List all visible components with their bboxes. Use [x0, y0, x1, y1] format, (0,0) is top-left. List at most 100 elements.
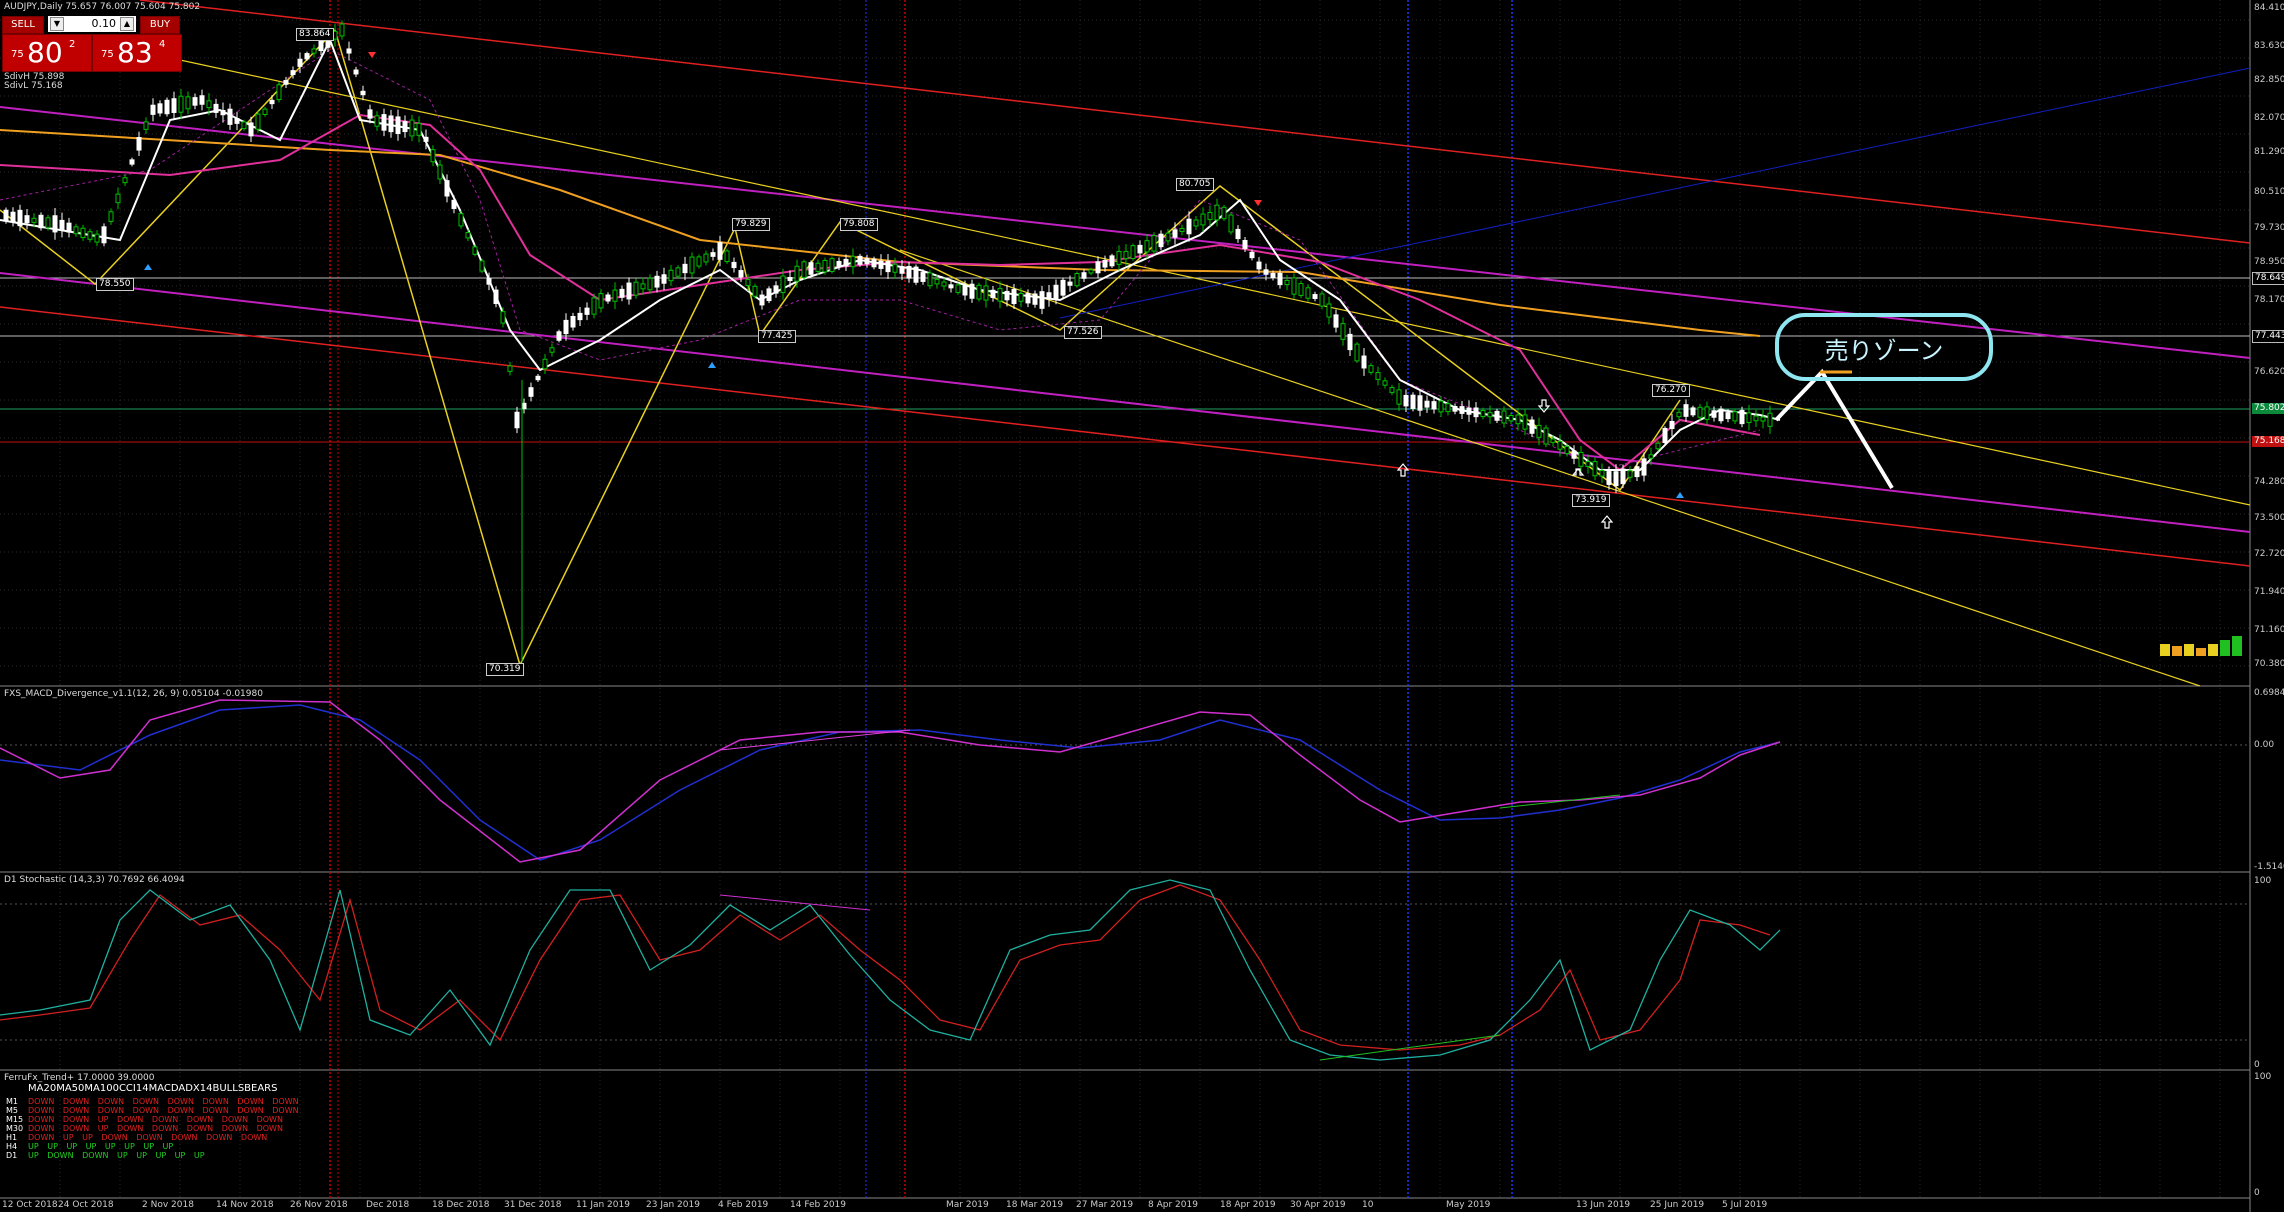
candle-body — [304, 53, 310, 60]
current-price-tag: 75.802 — [2252, 403, 2284, 414]
candle-body — [598, 293, 604, 309]
candle-body — [164, 99, 170, 115]
candle-body — [1235, 228, 1241, 240]
candle-body — [1214, 204, 1220, 221]
candle-body — [1683, 404, 1689, 417]
candle-body — [1305, 287, 1311, 299]
swing-label: 79.829 — [732, 218, 770, 231]
candle-body — [1179, 227, 1185, 233]
candle-body — [1228, 214, 1234, 233]
candle-body — [1018, 292, 1024, 302]
buy-price-prefix: 75 — [101, 49, 114, 60]
lot-decrease-icon[interactable]: ▼ — [50, 17, 64, 31]
candle-body — [1767, 412, 1773, 427]
trend-row: M1 DOWN DOWN DOWN DOWN DOWN DOWN DOWN DOW… — [6, 1097, 299, 1106]
candle-body — [1193, 219, 1199, 227]
candle-body — [1046, 292, 1052, 300]
candle-body — [1494, 410, 1500, 421]
candle-body — [430, 149, 436, 163]
buy-button[interactable]: BUY — [140, 16, 180, 34]
candle-body — [1144, 240, 1150, 253]
trend-row: H4 UP UP UP UP UP UP UP UP — [6, 1142, 173, 1151]
lot-increase-icon[interactable]: ▲ — [120, 17, 134, 31]
candle-body — [535, 375, 541, 381]
stochastic-axis-top: 100 — [2254, 876, 2272, 886]
time-axis-label: 2 Nov 2018 — [142, 1200, 194, 1210]
swing-label: 76.270 — [1652, 384, 1690, 397]
candle-body — [591, 297, 597, 315]
candle-body — [521, 402, 527, 410]
time-axis-label: 5 Jul 2019 — [1722, 1200, 1768, 1210]
candle-body — [3, 209, 9, 222]
trend-axis-bottom: 0 — [2254, 1188, 2260, 1198]
time-axis-label: 11 Jan 2019 — [576, 1200, 630, 1210]
candle-body — [1536, 424, 1542, 438]
candle-body — [108, 211, 114, 222]
swing-label: 79.808 — [840, 218, 878, 231]
candle-body — [451, 199, 457, 209]
candle-body — [1284, 279, 1290, 286]
lot-size-field[interactable]: ▼ 0.10 ▲ — [48, 16, 136, 32]
candle-body — [1116, 250, 1122, 265]
price-axis-label: 71.940 — [2254, 587, 2284, 597]
candle-body — [1697, 406, 1703, 418]
candle-body — [1522, 414, 1528, 430]
candle-body — [465, 232, 471, 239]
sell-button[interactable]: SELL — [2, 16, 44, 34]
candle-body — [745, 278, 751, 287]
signal-markers — [144, 52, 1684, 498]
candle-body — [1088, 269, 1094, 274]
candle-body — [171, 98, 177, 113]
candle-body — [206, 100, 212, 109]
trend-row: D1 UP DOWN DOWN UP UP UP UP UP — [6, 1151, 205, 1160]
candle-body — [703, 253, 709, 263]
candle-body — [1760, 416, 1766, 422]
price-axis-label: 82.850 — [2254, 75, 2284, 85]
trend-row: M30 DOWN DOWN UP DOWN DOWN DOWN DOWN DOWN — [6, 1124, 283, 1133]
candle-body — [1256, 261, 1262, 270]
swing-label: 78.550 — [96, 278, 134, 291]
trend-timeframe: M1 — [6, 1097, 18, 1106]
stochastic-title: D1 Stochastic (14,3,3) 70.7692 66.4094 — [4, 875, 185, 885]
candle-body — [871, 258, 877, 268]
candle-body — [661, 274, 667, 284]
price-axis-label: 78.170 — [2254, 295, 2284, 305]
candle-body — [1165, 232, 1171, 242]
candle-body — [1312, 294, 1318, 299]
candle-body — [409, 119, 415, 137]
candle-body — [948, 284, 954, 289]
time-axis-label: 26 Nov 2018 — [290, 1200, 348, 1210]
candle-body — [1704, 406, 1710, 420]
candle-body — [1424, 400, 1430, 408]
sell-price-button[interactable]: 75 80 2 — [2, 34, 92, 72]
candle-body — [612, 289, 618, 302]
candle-body — [493, 289, 499, 304]
buy-price-button[interactable]: 75 83 4 — [92, 34, 182, 72]
candle-body — [1578, 451, 1584, 467]
candle-body — [857, 255, 863, 265]
candle-body — [542, 358, 548, 370]
candle-body — [1249, 251, 1255, 259]
candle-body — [1200, 213, 1206, 226]
candle-body — [906, 266, 912, 279]
trend-values: DOWN DOWN UP DOWN DOWN DOWN DOWN DOWN — [28, 1124, 283, 1133]
candle-body — [1396, 389, 1402, 405]
swing-label: 73.919 — [1572, 494, 1610, 507]
candle-body — [402, 121, 408, 133]
candle-body — [1109, 255, 1115, 267]
price-axis-label: 82.070 — [2254, 113, 2284, 123]
candle-body — [577, 312, 583, 321]
buy-price-big: 83 — [117, 36, 153, 69]
candle-body — [24, 215, 30, 224]
candle-body — [87, 231, 93, 240]
trend-title: FerruFx_Trend+ 17.0000 39.0000 — [4, 1073, 155, 1083]
candle-body — [1263, 269, 1269, 275]
candle-body — [1627, 470, 1633, 478]
buy-price-sup: 4 — [159, 39, 166, 50]
candle-body — [1487, 412, 1493, 418]
candle-body — [1074, 273, 1080, 287]
candle-body — [1060, 279, 1066, 296]
trend-timeframe: M30 — [6, 1124, 24, 1133]
time-axis-label: 24 Oct 2018 — [58, 1200, 114, 1210]
